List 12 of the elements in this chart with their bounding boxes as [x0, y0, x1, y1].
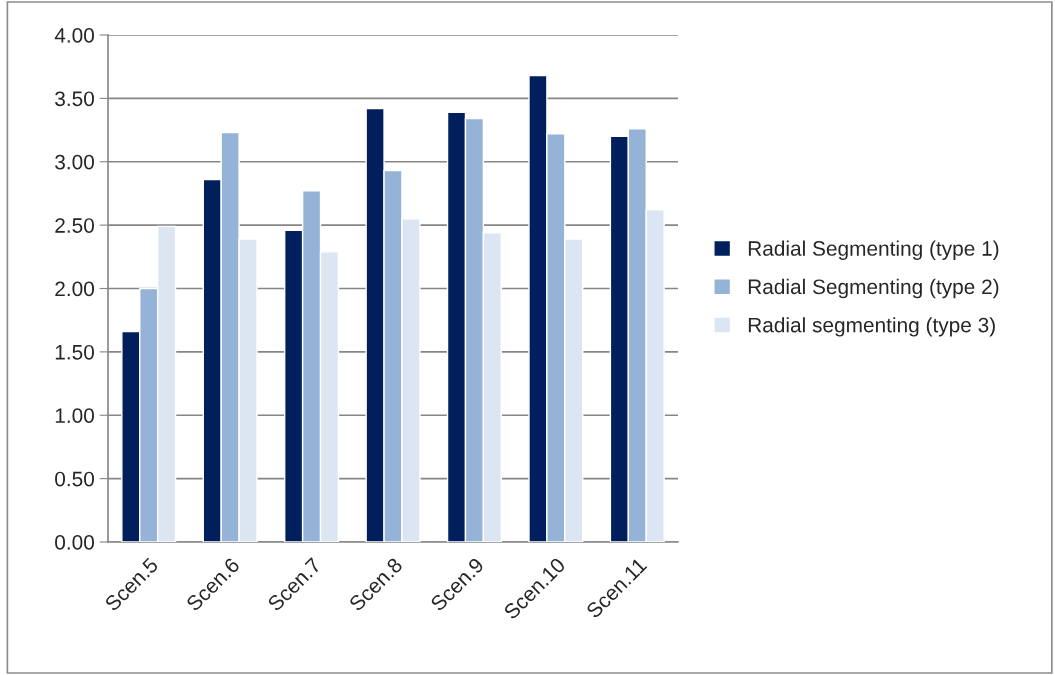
y-tick-label: 3.50: [55, 91, 94, 107]
legend-label: Radial segmenting (type 3): [748, 317, 995, 337]
y-tick-label: 2.00: [55, 281, 94, 297]
y-tick-label: 1.00: [55, 408, 94, 423]
y-tick-label: 2.50: [55, 218, 94, 233]
y-tick-label: 0.50: [55, 471, 94, 487]
y-tick-label: 1.50: [55, 344, 94, 360]
legend-label: Radial Segmenting (type 2): [748, 278, 999, 299]
legend-label: Radial Segmenting (type 1): [748, 240, 999, 260]
y-tick-label: 4.00: [54, 28, 94, 43]
y-tick-label: 0.00: [55, 535, 94, 550]
y-tick-label: 3.00: [55, 154, 94, 170]
